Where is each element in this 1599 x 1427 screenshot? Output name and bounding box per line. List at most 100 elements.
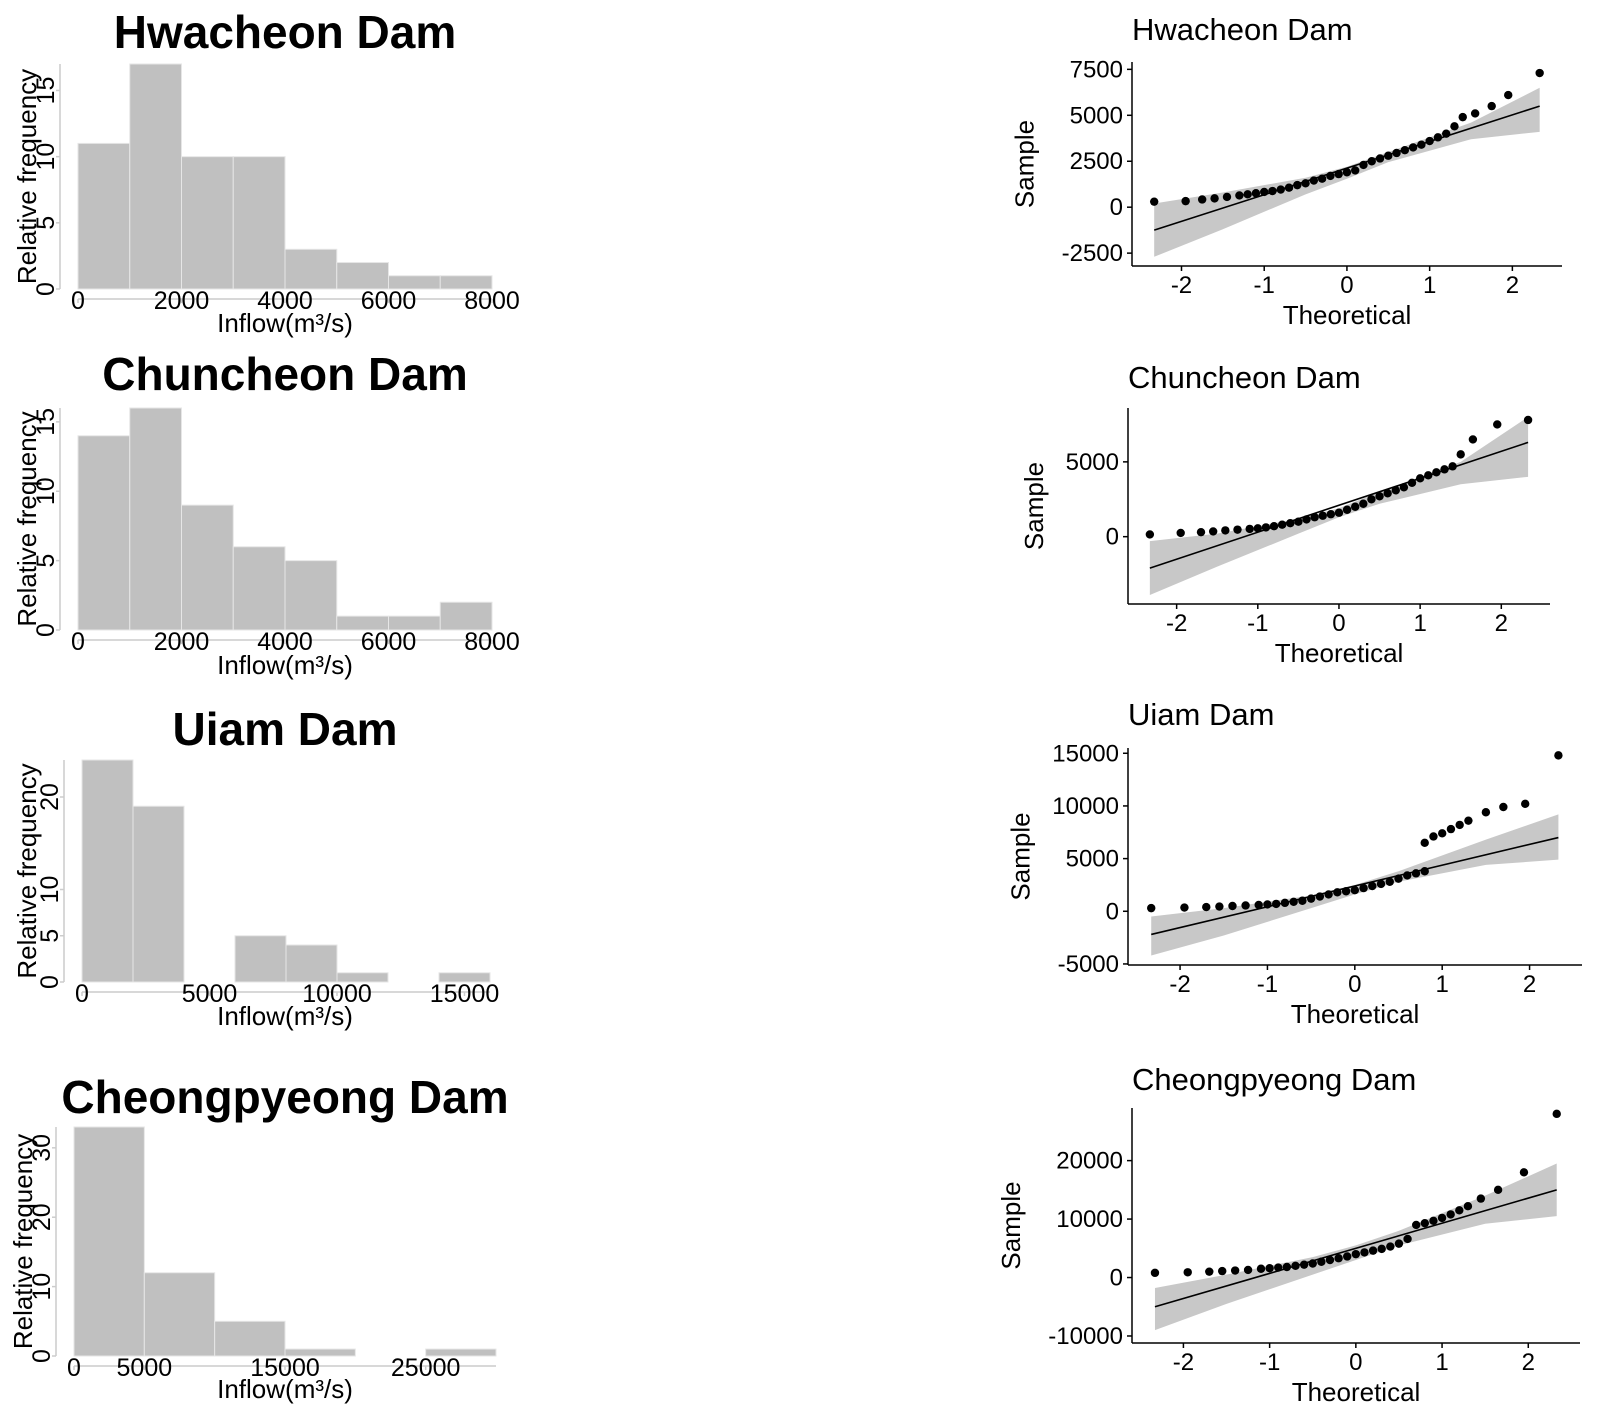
x-tick-label: 0 bbox=[1348, 971, 1361, 998]
y-tick-label: 5000 bbox=[1066, 449, 1119, 476]
qq-point bbox=[1432, 468, 1441, 477]
qq-point bbox=[1241, 901, 1250, 910]
qq-point bbox=[1289, 897, 1298, 906]
qq-point bbox=[1433, 133, 1443, 142]
qq-point bbox=[1468, 435, 1478, 444]
qq-point bbox=[1359, 499, 1368, 508]
qq-point bbox=[1455, 820, 1464, 830]
qq-point bbox=[1306, 894, 1316, 903]
chart-title: Hwacheon Dam bbox=[1132, 12, 1353, 47]
histogram-bar bbox=[284, 248, 338, 290]
qq-point bbox=[1552, 1109, 1561, 1119]
qq-point bbox=[1375, 154, 1385, 163]
y-tick-label: 0 bbox=[1106, 898, 1119, 925]
qq-point bbox=[1464, 816, 1473, 825]
y-tick-label: 5 bbox=[32, 554, 60, 568]
qq-point bbox=[1376, 879, 1386, 889]
qq-point bbox=[1420, 838, 1429, 848]
x-tick-label: 5000 bbox=[117, 1354, 173, 1382]
y-tick-label: 10 bbox=[36, 876, 64, 904]
chart-title: Hwacheon Dam bbox=[114, 6, 457, 58]
qq-point bbox=[1408, 143, 1418, 152]
x-axis-label: Inflow(m³/s) bbox=[217, 650, 353, 680]
histogram-bar bbox=[336, 972, 389, 983]
qq-point bbox=[1210, 194, 1219, 203]
x-axis-label: Theoretical bbox=[1275, 638, 1404, 668]
x-tick-label: 8000 bbox=[464, 287, 520, 315]
y-tick-label: 15 bbox=[32, 77, 60, 105]
histogram-bar bbox=[73, 1126, 145, 1357]
qq-point bbox=[1386, 1242, 1395, 1251]
qq-point bbox=[1383, 489, 1392, 498]
qq-chuncheon: Chuncheon Dam -2 -1 0 1 2 0 5000 Theoretical Samp… bbox=[1019, 360, 1550, 668]
qq-point bbox=[1284, 183, 1294, 192]
qq-point bbox=[1197, 195, 1207, 204]
x-tick-label: 10000 bbox=[302, 980, 372, 1008]
qq-point bbox=[1181, 196, 1190, 206]
qq-point bbox=[1377, 1244, 1386, 1254]
qq-point bbox=[1359, 160, 1368, 170]
histogram-bar bbox=[129, 63, 182, 290]
qq-point bbox=[1286, 519, 1295, 528]
qq-point bbox=[1276, 185, 1285, 194]
histogram-bar bbox=[284, 1348, 356, 1357]
qq-point bbox=[1317, 1257, 1326, 1266]
qq-point bbox=[1147, 903, 1156, 913]
qq-point bbox=[1367, 495, 1376, 504]
histogram-bar bbox=[181, 504, 234, 631]
qq-point bbox=[1476, 1194, 1486, 1203]
y-tick-label: 15 bbox=[32, 408, 60, 436]
qq-point bbox=[1265, 1263, 1274, 1273]
y-axis-label: Sample bbox=[1010, 120, 1040, 208]
qq-point bbox=[1487, 101, 1496, 111]
qq-point bbox=[1291, 1261, 1300, 1271]
y-tick-label: 0 bbox=[28, 1349, 56, 1363]
qq-point bbox=[1334, 1254, 1343, 1263]
histogram-bar bbox=[336, 262, 389, 290]
qq-point bbox=[1351, 166, 1360, 175]
histogram-bar bbox=[232, 156, 286, 290]
qq-point bbox=[1441, 129, 1451, 138]
qq-point bbox=[1446, 824, 1456, 834]
qq-point bbox=[1202, 902, 1211, 912]
qq-point bbox=[1394, 874, 1403, 883]
hist-cheongpyeong: Cheongpyeong Dam 0 5000 15000 25000 Inflow(m³… bbox=[8, 1071, 509, 1404]
x-tick-label: 4000 bbox=[257, 287, 313, 315]
qq-point bbox=[1481, 808, 1491, 817]
x-axis-label: Theoretical bbox=[1291, 999, 1420, 1029]
qq-point bbox=[1280, 898, 1290, 908]
x-axis-label: Inflow(m³/s) bbox=[217, 1001, 353, 1031]
y-axis-label: Relative frequency bbox=[8, 1134, 38, 1349]
x-tick-label: 0 bbox=[75, 980, 89, 1008]
chart-title: Cheongpyeong Dam bbox=[1132, 1062, 1416, 1097]
qq-point bbox=[1326, 171, 1335, 181]
qq-point bbox=[1233, 525, 1242, 534]
qq-hwacheon: Hwacheon Dam -2 -1 0 1 2 -2500 0 2500 5000 7500 The… bbox=[1010, 12, 1562, 330]
qq-point bbox=[1235, 191, 1244, 200]
qq-point bbox=[1392, 148, 1401, 158]
histogram-bar bbox=[77, 435, 131, 631]
hist-uiam: Uiam Dam 0 5000 10000 15000 Inflow(m³/s) 0 5 10 2… bbox=[12, 703, 499, 1031]
qq-point bbox=[1261, 523, 1271, 532]
x-tick-label: 15000 bbox=[430, 980, 500, 1008]
x-tick-label: 0 bbox=[1340, 272, 1353, 299]
qq-point bbox=[1384, 151, 1393, 160]
y-tick-label: 0 bbox=[1110, 1265, 1123, 1292]
x-tick-label: 1 bbox=[1435, 1349, 1448, 1376]
x-tick-label: 0 bbox=[71, 628, 85, 656]
histogram-bar bbox=[81, 759, 134, 983]
y-tick-label: 10000 bbox=[1056, 1206, 1123, 1233]
y-tick-label: -5000 bbox=[1058, 951, 1119, 978]
x-tick-label: 2 bbox=[1506, 272, 1519, 299]
confidence-band bbox=[1154, 1163, 1557, 1331]
qq-point bbox=[1215, 902, 1224, 911]
qq-point bbox=[1145, 530, 1155, 539]
histogram-bar bbox=[232, 546, 286, 631]
qq-point bbox=[1277, 520, 1287, 529]
x-axis-label: Inflow(m³/s) bbox=[217, 308, 353, 338]
qq-point bbox=[1149, 197, 1159, 206]
qq-point bbox=[1429, 832, 1438, 841]
x-axis-label: Inflow(m³/s) bbox=[217, 1374, 353, 1404]
y-tick-label: 0 bbox=[1106, 524, 1119, 551]
